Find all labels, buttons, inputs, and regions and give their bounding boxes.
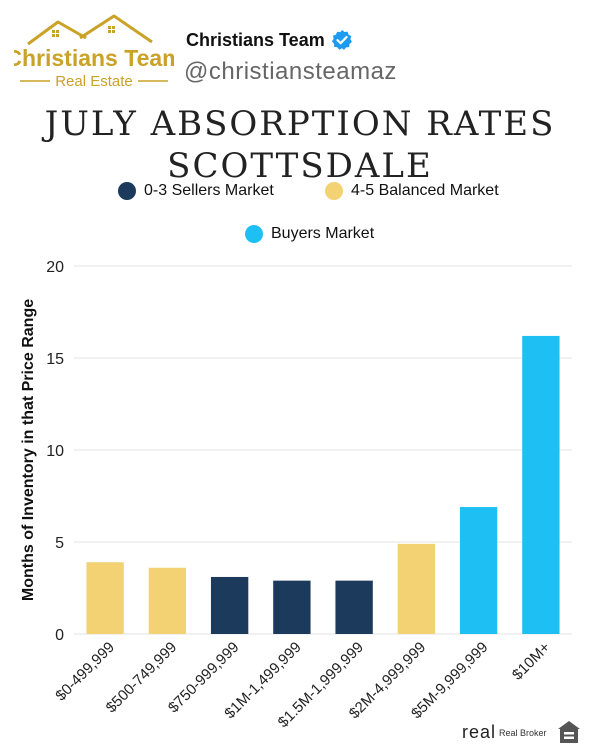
bar-6 <box>459 507 498 634</box>
equal-housing-icon <box>558 721 580 743</box>
legend-item-sellers: 0-3 Sellers Market <box>118 182 274 200</box>
legend-dot-balanced-icon <box>325 182 343 200</box>
legend-dot-buyers-icon <box>245 225 263 243</box>
verified-badge-icon <box>331 30 352 50</box>
y-tick-label: 15 <box>46 351 64 368</box>
legend-item-buyers: Buyers Market <box>245 225 374 243</box>
chart-title-line2: SCOTTSDALE <box>167 146 433 186</box>
bar-3 <box>273 580 311 634</box>
x-tick-label: $10M+ <box>509 639 554 684</box>
bar-5 <box>397 543 436 634</box>
y-tick-label: 20 <box>46 259 64 276</box>
chart-title-line1: JULY ABSORPTION RATES <box>44 104 556 144</box>
logo-text-line2: Real Estate <box>55 73 133 90</box>
legend-label-balanced: 4-5 Balanced Market <box>351 182 499 199</box>
legend-label-sellers: 0-3 Sellers Market <box>144 182 274 199</box>
bar-2 <box>210 576 249 634</box>
bar-0 <box>86 562 124 634</box>
social-handle: @christiansteamaz <box>184 58 397 85</box>
brand-name: Christians Team <box>186 30 325 50</box>
legend-dot-sellers-icon <box>118 182 136 200</box>
real-broker-logo: real <box>462 722 497 742</box>
y-tick-label: 0 <box>55 627 64 644</box>
y-tick-label: 5 <box>55 535 64 552</box>
x-tick-label: $0-499,999 <box>52 639 118 705</box>
logo-text-line1: Christians Team <box>14 45 174 71</box>
bar-1 <box>148 567 187 634</box>
legend-item-balanced: 4-5 Balanced Market <box>325 182 499 200</box>
christians-team-logo: Christians Team Real Estate <box>14 14 174 90</box>
bar-7 <box>522 335 560 634</box>
bar-4 <box>335 580 373 634</box>
y-tick-label: 10 <box>46 443 64 460</box>
real-broker-subtext: Real Broker <box>499 728 547 738</box>
legend-label-buyers: Buyers Market <box>271 225 375 242</box>
